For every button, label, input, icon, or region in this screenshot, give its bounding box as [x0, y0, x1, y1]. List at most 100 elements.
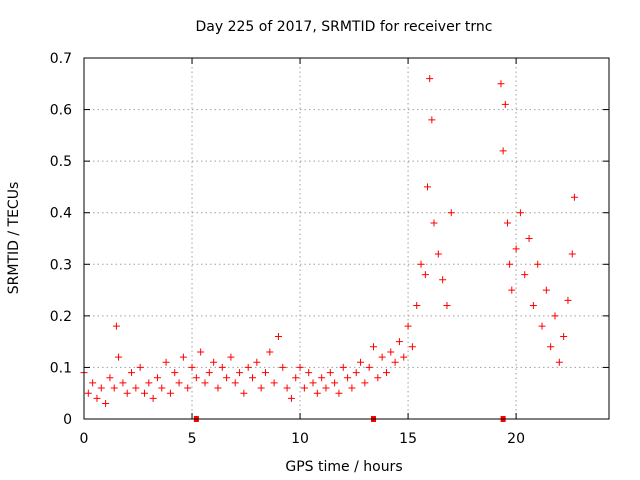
- data-point: [97, 384, 105, 392]
- data-point: [417, 260, 425, 268]
- x-tick-label: 5: [188, 431, 197, 447]
- y-tick-label: 0: [63, 412, 72, 428]
- data-point: [149, 394, 157, 402]
- y-tick-label: 0.7: [50, 51, 72, 67]
- data-point: [443, 302, 451, 310]
- data-point: [223, 374, 231, 382]
- data-point: [89, 379, 97, 387]
- data-point: [140, 389, 148, 397]
- data-point: [560, 332, 568, 340]
- y-tick-label: 0.6: [50, 103, 72, 119]
- data-point: [434, 250, 442, 258]
- data-point: [166, 389, 174, 397]
- data-point: [570, 193, 578, 201]
- data-point: [102, 400, 110, 408]
- data-point: [110, 384, 118, 392]
- data-point: [538, 322, 546, 330]
- x-tick-label: 10: [291, 431, 309, 447]
- data-point: [274, 332, 282, 340]
- data-point: [214, 384, 222, 392]
- data-point: [305, 369, 313, 377]
- data-point: [158, 384, 166, 392]
- data-point: [506, 260, 514, 268]
- x-tick-label: 20: [507, 431, 525, 447]
- data-point: [503, 219, 511, 227]
- data-point: [529, 302, 537, 310]
- data-point: [162, 358, 170, 366]
- data-point: [516, 209, 524, 217]
- data-point: [249, 374, 257, 382]
- data-point: [426, 75, 434, 83]
- data-point: [551, 312, 559, 320]
- data-point: [188, 363, 196, 371]
- data-point: [430, 219, 438, 227]
- data-point: [521, 271, 529, 279]
- data-point: [400, 353, 408, 361]
- data-point: [424, 183, 432, 191]
- data-point: [413, 302, 421, 310]
- data-point: [391, 358, 399, 366]
- data-point: [171, 369, 179, 377]
- data-point: [296, 363, 304, 371]
- data-point: [318, 374, 326, 382]
- data-point: [512, 245, 520, 253]
- data-point: [279, 363, 287, 371]
- x-tick-label: 0: [80, 431, 89, 447]
- y-tick-label: 0.2: [50, 309, 72, 325]
- data-point: [227, 353, 235, 361]
- data-points: [80, 75, 578, 408]
- data-point: [370, 343, 378, 351]
- data-point: [568, 250, 576, 258]
- data-point: [112, 322, 120, 330]
- data-point: [218, 363, 226, 371]
- data-point: [542, 286, 550, 294]
- x-axis-label: GPS time / hours: [285, 459, 402, 475]
- data-point: [84, 389, 92, 397]
- data-point: [231, 379, 239, 387]
- data-point: [184, 384, 192, 392]
- data-point: [257, 384, 265, 392]
- data-point: [447, 209, 455, 217]
- data-point: [179, 353, 187, 361]
- data-point: [197, 348, 205, 356]
- tick-labels: 0 5 10 15 20 0 0.1 0.2 0.3 0.4 0.5 0.6 0.7: [50, 51, 525, 447]
- data-point: [501, 100, 509, 108]
- data-point: [119, 379, 127, 387]
- data-point: [365, 363, 373, 371]
- data-point: [201, 379, 209, 387]
- data-point: [547, 343, 555, 351]
- data-point: [339, 363, 347, 371]
- axis-ticks: [83, 57, 609, 420]
- grid: [84, 58, 609, 419]
- data-point: [115, 353, 123, 361]
- data-point: [382, 369, 390, 377]
- data-point: [326, 369, 334, 377]
- data-point: [352, 369, 360, 377]
- data-point: [564, 296, 572, 304]
- data-point: [335, 389, 343, 397]
- data-point: [205, 369, 213, 377]
- data-point: [357, 358, 365, 366]
- data-point: [387, 348, 395, 356]
- data-point: [93, 394, 101, 402]
- data-point: [395, 338, 403, 346]
- data-point: [408, 343, 416, 351]
- data-point: [253, 358, 261, 366]
- data-point: [270, 379, 278, 387]
- x-tick-label: 15: [399, 431, 417, 447]
- data-point: [106, 374, 114, 382]
- data-point: [136, 363, 144, 371]
- data-point: [421, 271, 429, 279]
- data-point: [313, 389, 321, 397]
- data-point: [236, 369, 244, 377]
- data-point: [292, 374, 300, 382]
- data-point: [132, 384, 140, 392]
- data-point: [244, 363, 252, 371]
- data-point: [331, 379, 339, 387]
- plot-frame: [83, 57, 610, 420]
- y-tick-label: 0.4: [50, 206, 72, 222]
- data-point: [348, 384, 356, 392]
- data-point: [374, 374, 382, 382]
- data-point: [344, 374, 352, 382]
